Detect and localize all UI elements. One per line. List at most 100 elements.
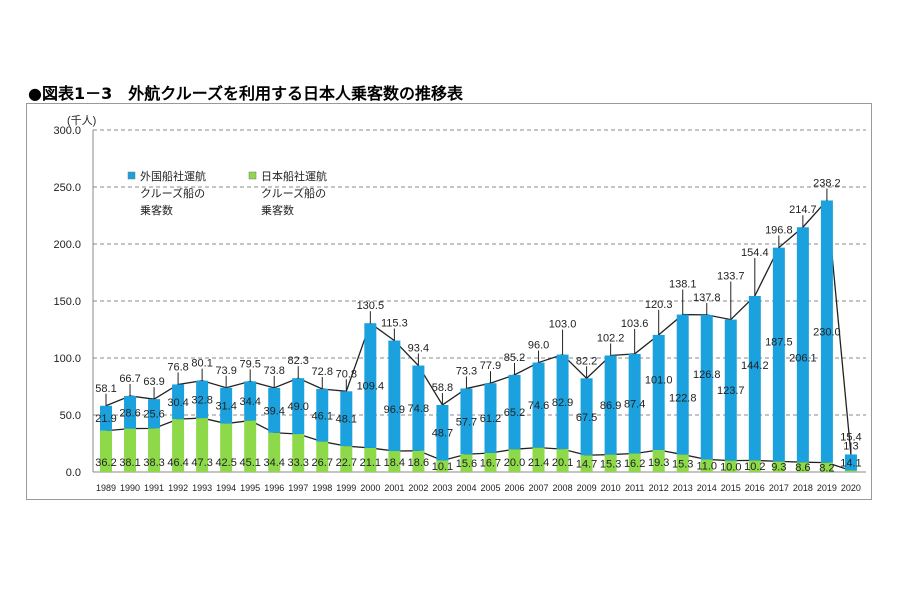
total-label-2017: 196.8 xyxy=(765,225,793,237)
foreign-label-1996: 39.4 xyxy=(263,405,284,417)
bar-japanese-2012 xyxy=(652,449,665,472)
total-label-1994: 73.9 xyxy=(215,365,236,377)
x-tick-label: 2010 xyxy=(601,483,621,493)
x-tick-label: 2016 xyxy=(745,483,765,493)
x-tick-label: 2019 xyxy=(817,483,837,493)
bar-foreign-2003 xyxy=(436,404,449,461)
total-label-2014: 137.8 xyxy=(693,292,721,304)
legend-label: 外国船社運航 xyxy=(140,169,206,183)
japanese-label-1993: 47.3 xyxy=(191,457,212,469)
japanese-label-1999: 22.7 xyxy=(336,457,357,469)
total-label-1997: 82.3 xyxy=(288,355,309,367)
bar-japanese-1994 xyxy=(220,423,233,472)
bar-japanese-2010 xyxy=(604,454,617,472)
x-tick-label: 2004 xyxy=(456,483,476,493)
japanese-label-2014: 11.0 xyxy=(696,461,717,473)
japanese-label-2016: 10.2 xyxy=(744,461,765,473)
bar-foreign-2017 xyxy=(772,247,785,462)
total-label-1999: 70.8 xyxy=(336,368,357,380)
foreign-label-1992: 30.4 xyxy=(167,397,188,409)
foreign-label-1994: 31.4 xyxy=(215,401,236,413)
bar-foreign-1994 xyxy=(220,387,233,424)
foreign-label-2001: 96.9 xyxy=(384,404,405,416)
legend-label: 日本船社運航 xyxy=(261,169,327,183)
x-tick-label: 1995 xyxy=(240,483,260,493)
japanese-label-1996: 34.4 xyxy=(263,457,284,469)
foreign-label-2015: 123.7 xyxy=(717,385,745,397)
bar-japanese-1990 xyxy=(124,428,137,472)
foreign-label-1997: 49.0 xyxy=(288,401,309,413)
x-tick-label: 2012 xyxy=(649,483,669,493)
foreign-label-2014: 126.8 xyxy=(693,369,721,381)
bar-japanese-2000 xyxy=(364,447,377,472)
bar-japanese-2016 xyxy=(748,460,761,472)
foreign-label-2016: 144.2 xyxy=(741,360,769,372)
foreign-label-2007: 74.6 xyxy=(528,400,549,412)
x-tick-label: 2017 xyxy=(769,483,789,493)
bar-foreign-1990 xyxy=(124,395,137,429)
x-tick-label: 2018 xyxy=(793,483,813,493)
x-tick-label: 2013 xyxy=(673,483,693,493)
bar-foreign-2014 xyxy=(700,314,713,460)
bar-foreign-1997 xyxy=(292,378,305,435)
japanese-label-2017: 9.3 xyxy=(771,462,786,474)
x-tick-label: 1989 xyxy=(96,483,116,493)
x-tick-label: 2000 xyxy=(360,483,380,493)
x-tick-label: 2014 xyxy=(697,483,717,493)
x-tick-label: 2002 xyxy=(408,483,428,493)
japanese-label-1994: 42.5 xyxy=(215,457,236,469)
japanese-label-1998: 26.7 xyxy=(312,457,333,469)
japanese-label-2018: 8.6 xyxy=(795,462,810,474)
total-label-2007: 96.0 xyxy=(528,340,549,352)
total-label-2008: 103.0 xyxy=(549,319,577,331)
total-label-2002: 93.4 xyxy=(408,343,429,355)
bar-japanese-2013 xyxy=(676,454,689,472)
bar-foreign-2007 xyxy=(532,362,545,448)
total-label-2012: 120.3 xyxy=(645,299,673,311)
total-label-1996: 73.8 xyxy=(263,365,284,377)
bar-foreign-2015 xyxy=(724,319,737,461)
bar-japanese-2009 xyxy=(580,455,593,472)
foreign-label-2018: 206.1 xyxy=(789,353,817,365)
chart-title: ●図表1－3 外航クルーズを利用する日本人乗客数の推移表 xyxy=(28,84,463,103)
total-label-1998: 72.8 xyxy=(312,366,333,378)
foreign-label-2000: 109.4 xyxy=(357,381,385,393)
bar-foreign-1989 xyxy=(100,405,112,431)
total-label-1992: 76.8 xyxy=(167,361,188,373)
foreign-label-2013: 122.8 xyxy=(669,393,697,405)
total-label-2016: 154.4 xyxy=(741,247,769,259)
japanese-label-2004: 15.6 xyxy=(456,458,477,470)
bar-japanese-2003 xyxy=(436,460,449,472)
foreign-label-2002: 74.8 xyxy=(408,403,429,415)
japanese-label-2019: 8.2 xyxy=(819,462,834,474)
total-label-2004: 73.3 xyxy=(456,365,477,377)
bar-foreign-2008 xyxy=(556,354,569,450)
x-tick-label: 2008 xyxy=(553,483,573,493)
y-tick-label: 0.0 xyxy=(66,467,81,479)
bar-foreign-1993 xyxy=(196,380,209,419)
legend-swatch xyxy=(248,171,257,180)
bar-foreign-2001 xyxy=(388,340,401,452)
japanese-label-2007: 21.4 xyxy=(528,457,549,469)
total-label-1990: 66.7 xyxy=(119,373,140,385)
bar-foreign-2011 xyxy=(628,353,641,454)
y-axis-unit: (千人) xyxy=(67,114,96,127)
x-tick-label: 2020 xyxy=(841,483,861,493)
foreign-label-1989: 21.9 xyxy=(95,413,116,425)
x-tick-label: 2007 xyxy=(529,483,549,493)
y-tick-label: 250.0 xyxy=(53,182,81,194)
bar-foreign-1998 xyxy=(316,389,329,442)
x-tick-label: 1994 xyxy=(216,483,236,493)
y-tick-label: 150.0 xyxy=(53,296,81,308)
foreign-label-1991: 25.6 xyxy=(143,409,164,421)
y-tick-label: 50.0 xyxy=(60,410,81,422)
foreign-label-2012: 101.0 xyxy=(645,374,673,386)
bar-japanese-2015 xyxy=(724,460,737,472)
bar-foreign-1996 xyxy=(268,387,281,433)
bar-japanese-2007 xyxy=(532,447,545,472)
bar-foreign-2020 xyxy=(844,454,857,471)
total-label-2000: 130.5 xyxy=(357,300,385,312)
foreign-label-1995: 34.4 xyxy=(239,396,260,408)
total-label-2018: 214.7 xyxy=(789,204,817,216)
